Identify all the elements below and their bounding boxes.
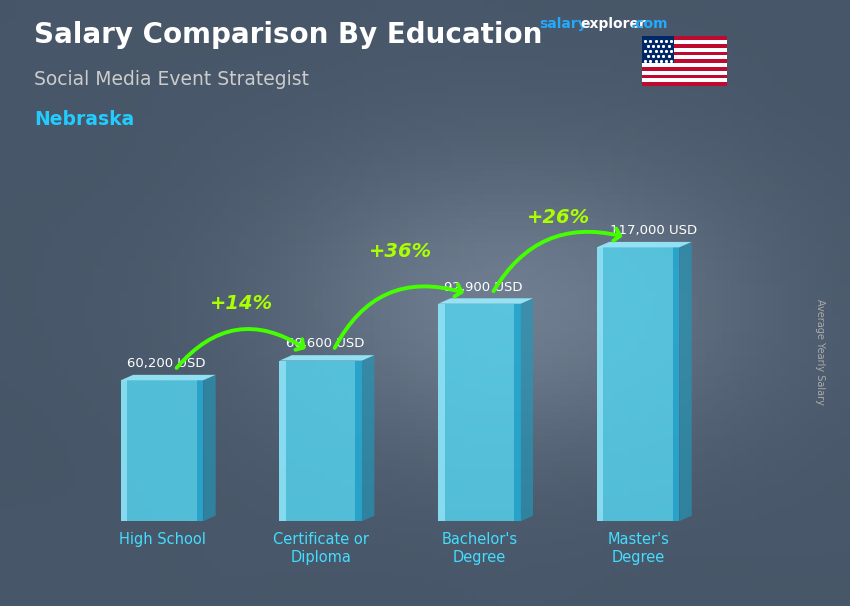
Bar [597, 247, 603, 521]
Bar [597, 247, 679, 521]
Bar [642, 40, 727, 44]
Bar [642, 36, 727, 40]
Polygon shape [438, 298, 533, 304]
Bar [438, 304, 445, 521]
Bar [642, 48, 727, 52]
Bar [642, 75, 727, 78]
Text: Social Media Event Strategist: Social Media Event Strategist [34, 70, 309, 88]
Bar [672, 247, 679, 521]
Bar [514, 304, 521, 521]
Polygon shape [597, 242, 692, 247]
Bar [280, 361, 362, 521]
Text: .com: .com [631, 17, 668, 31]
Text: Salary Comparison By Education: Salary Comparison By Education [34, 21, 542, 49]
Bar [642, 52, 727, 56]
Text: Average Yearly Salary: Average Yearly Salary [815, 299, 825, 404]
Polygon shape [280, 355, 374, 361]
Bar [642, 36, 674, 63]
Bar [642, 56, 727, 59]
Polygon shape [121, 375, 216, 381]
Polygon shape [521, 298, 533, 521]
Bar [121, 381, 203, 521]
Text: 117,000 USD: 117,000 USD [609, 224, 697, 237]
Text: +26%: +26% [527, 208, 590, 227]
Bar [642, 59, 727, 63]
Polygon shape [679, 242, 692, 521]
Polygon shape [362, 355, 374, 521]
Bar [642, 71, 727, 75]
Polygon shape [203, 375, 216, 521]
Text: 68,600 USD: 68,600 USD [286, 338, 364, 350]
Text: salary: salary [540, 17, 587, 31]
Bar [355, 361, 362, 521]
Bar [642, 44, 727, 48]
Text: +36%: +36% [369, 242, 432, 261]
Text: 92,900 USD: 92,900 USD [445, 281, 523, 293]
Bar [642, 63, 727, 67]
Bar [642, 82, 727, 86]
Text: 60,200 USD: 60,200 USD [128, 357, 206, 370]
Bar [196, 381, 203, 521]
Bar [438, 304, 521, 521]
Bar [642, 67, 727, 71]
Text: explorer: explorer [581, 17, 647, 31]
Text: +14%: +14% [210, 295, 273, 313]
Bar [280, 361, 286, 521]
Bar [121, 381, 128, 521]
Text: Nebraska: Nebraska [34, 110, 134, 129]
Bar [642, 78, 727, 82]
